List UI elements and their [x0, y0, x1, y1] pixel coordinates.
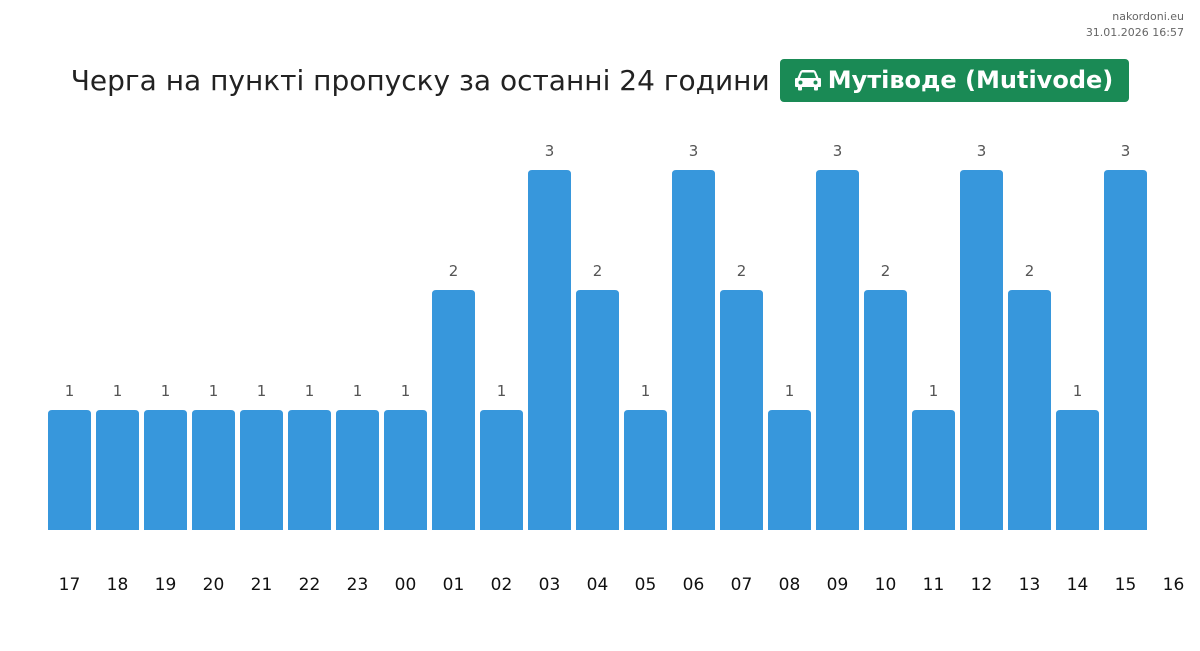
car-icon — [794, 70, 821, 91]
bar-21 — [240, 410, 283, 530]
x-tick-label: 23 — [347, 575, 369, 595]
x-tick-label: 18 — [107, 575, 129, 595]
x-tick-label: 17 — [59, 575, 81, 595]
x-tick-label: 02 — [491, 575, 513, 595]
bar-20 — [192, 410, 235, 530]
bar-12 — [960, 170, 1003, 530]
bar-14 — [1056, 410, 1099, 530]
bar-value-label: 1 — [641, 382, 651, 400]
x-tick-label: 01 — [443, 575, 465, 595]
bar-value-label: 2 — [593, 262, 603, 280]
bar-value-label: 1 — [497, 382, 507, 400]
bar-value-label: 1 — [929, 382, 939, 400]
bar-10 — [864, 290, 907, 530]
checkpoint-badge: Мутіводе (Mutivode) — [779, 58, 1130, 102]
watermark-site: nakordoni.eu — [1112, 10, 1184, 23]
x-tick-label: 12 — [971, 575, 993, 595]
bar-value-label: 1 — [305, 382, 315, 400]
bar-value-label: 1 — [401, 382, 411, 400]
bar-18 — [96, 410, 139, 530]
bar-06 — [672, 170, 715, 530]
bar-01 — [432, 290, 475, 530]
bar-value-label: 1 — [785, 382, 795, 400]
bar-value-label: 2 — [449, 262, 459, 280]
x-tick-label: 19 — [155, 575, 177, 595]
bar-02 — [480, 410, 523, 530]
bar-07 — [720, 290, 763, 530]
bar-value-label: 3 — [833, 142, 843, 160]
bar-19 — [144, 410, 187, 530]
bar-value-label: 3 — [545, 142, 555, 160]
chart-title: Черга на пункті пропуску за останні 24 г… — [70, 63, 770, 97]
x-tick-label: 07 — [731, 575, 753, 595]
x-tick-label: 05 — [635, 575, 657, 595]
chart-header: Черга на пункті пропуску за останні 24 г… — [0, 58, 1200, 102]
bar-value-label: 1 — [257, 382, 267, 400]
bar-value-label: 1 — [65, 382, 75, 400]
x-tick-label: 13 — [1019, 575, 1041, 595]
bar-value-label: 1 — [353, 382, 363, 400]
x-tick-label: 11 — [923, 575, 945, 595]
bar-22 — [288, 410, 331, 530]
bar-13 — [1008, 290, 1051, 530]
bar-08 — [768, 410, 811, 530]
bar-11 — [912, 410, 955, 530]
x-tick-label: 22 — [299, 575, 321, 595]
bar-value-label: 1 — [161, 382, 171, 400]
bar-00 — [384, 410, 427, 530]
bar-value-label: 3 — [977, 142, 987, 160]
bar-value-label: 1 — [113, 382, 123, 400]
x-tick-label: 06 — [683, 575, 705, 595]
bar-value-label: 2 — [881, 262, 891, 280]
bar-03 — [528, 170, 571, 530]
x-tick-label: 08 — [779, 575, 801, 595]
bar-value-label: 2 — [737, 262, 747, 280]
x-tick-label: 04 — [587, 575, 609, 595]
x-tick-label: 03 — [539, 575, 561, 595]
bar-05 — [624, 410, 667, 530]
bar-value-label: 1 — [209, 382, 219, 400]
bar-09 — [816, 170, 859, 530]
x-tick-label: 09 — [827, 575, 849, 595]
bar-15 — [1104, 170, 1147, 530]
x-tick-label: 00 — [395, 575, 417, 595]
bar-value-label: 3 — [689, 142, 699, 160]
bar-value-label: 1 — [1073, 382, 1083, 400]
watermark-timestamp: 31.01.2026 16:57 — [1085, 26, 1184, 39]
badge-label: Мутіводе (Mutivode) — [827, 66, 1114, 94]
x-tick-label: 10 — [875, 575, 897, 595]
bar-04 — [576, 290, 619, 530]
bar-23 — [336, 410, 379, 530]
bar-17 — [48, 410, 91, 530]
x-tick-label: 21 — [251, 575, 273, 595]
bar-value-label: 2 — [1025, 262, 1035, 280]
x-tick-label: 15 — [1115, 575, 1137, 595]
x-tick-label: 16 — [1163, 575, 1185, 595]
bar-value-label: 3 — [1121, 142, 1131, 160]
watermark: nakordoni.eu 31.01.2026 16:57 — [1086, 9, 1184, 41]
x-tick-label: 14 — [1067, 575, 1089, 595]
x-tick-label: 20 — [203, 575, 225, 595]
